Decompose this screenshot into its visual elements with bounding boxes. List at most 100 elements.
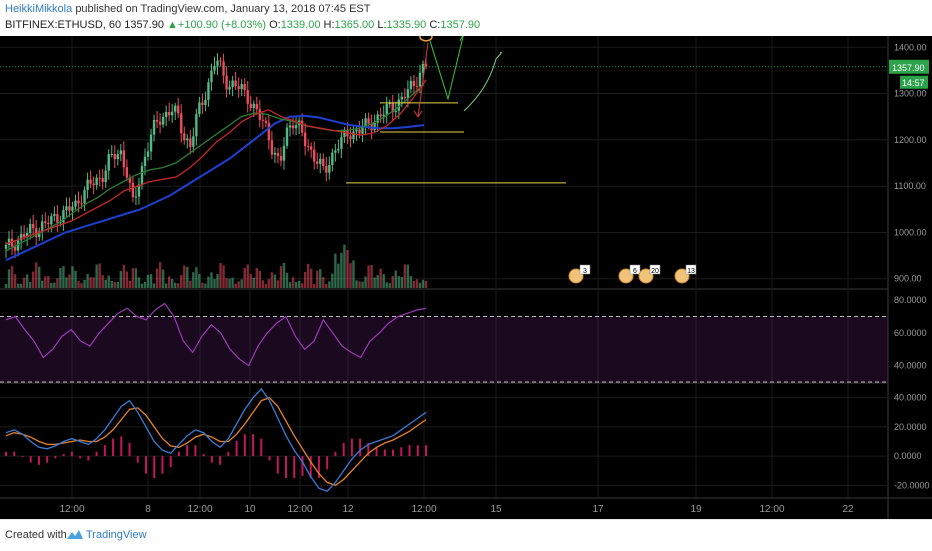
volume-bar [328, 281, 331, 288]
candle-body [412, 80, 416, 86]
candle-body [331, 152, 334, 165]
macd-histogram-bar [95, 451, 98, 457]
tradingview-brand-link[interactable]: TradingView [86, 529, 147, 541]
macd-histogram-bar [169, 456, 172, 468]
volume-bar [161, 269, 165, 288]
candle-body [267, 122, 271, 141]
candle-body [222, 61, 225, 76]
candle-body [68, 206, 71, 211]
volume-bar [373, 277, 376, 288]
volume-bar [297, 280, 301, 288]
candle-body [22, 234, 26, 237]
footer: Created with TradingView [0, 519, 932, 551]
event-flag-count: 3 [583, 268, 587, 275]
countdown-label: 14:57 [902, 78, 925, 88]
macd-histogram-bar [70, 451, 73, 457]
event-flag-count: 20 [651, 268, 659, 275]
volume-bar [309, 268, 313, 288]
candle-body [41, 221, 44, 232]
volume-bar [19, 283, 23, 288]
close-value: 1357.90 [440, 19, 481, 31]
volume-bar [255, 267, 258, 288]
x-tick-label: 12:00 [59, 504, 84, 515]
candle-body [44, 221, 47, 223]
low-label: L: [377, 19, 387, 31]
candle-body [62, 210, 65, 223]
candle-body [421, 63, 425, 73]
candle-body [201, 102, 204, 105]
macd-histogram-bar [87, 456, 90, 461]
price-tick-label: 1400.00 [894, 42, 927, 52]
candle-body [74, 200, 77, 207]
volume-bar [337, 263, 340, 288]
volume-bar [276, 280, 280, 288]
rsi-line [5, 302, 427, 367]
last-price-badge [889, 59, 929, 74]
chart-svg[interactable]: 12:00 8 12:00 10 12:00 12 12:00 15 17 19 12:00 22 14… [0, 28, 932, 519]
macd-histogram-bar [13, 451, 16, 457]
volume-bar [89, 277, 92, 288]
volume-bar [282, 262, 286, 288]
macd-histogram-bar [359, 438, 362, 457]
macd-histogram-bar [112, 438, 115, 457]
candle-body [107, 154, 110, 171]
volume-bar [56, 278, 59, 288]
volume-bar [62, 266, 65, 288]
volume-group [4, 244, 428, 288]
volume-bar [22, 277, 26, 288]
candle-body [394, 110, 397, 113]
rsi-band-fill [0, 316, 888, 382]
macd-histogram-bar [350, 438, 353, 457]
volume-bar [246, 264, 249, 288]
macd-histogram-bar [136, 456, 139, 463]
x-tick-label: 12:00 [287, 504, 312, 515]
ema-green-line [5, 83, 425, 252]
up-arrow-icon: ▲ [167, 19, 178, 31]
volume-bar [210, 272, 213, 288]
volume-bar [331, 273, 334, 288]
macd-histogram-bar [202, 453, 205, 457]
candle-body [16, 240, 20, 251]
candle-body [246, 90, 249, 104]
curved-forecast-arrow [463, 51, 502, 112]
candle-body [65, 206, 68, 211]
symbol-label[interactable]: BITFINEX:ETHUSD, 60 [5, 19, 122, 31]
volume-bar [316, 270, 319, 288]
tradingview-logo-icon[interactable] [66, 529, 84, 541]
candle-body [167, 112, 171, 116]
volume-bar [424, 281, 428, 288]
macd-tick-label: 20.0000 [894, 422, 927, 432]
macd-histogram-bar [408, 445, 411, 457]
candle-body [234, 80, 237, 87]
candle-body [47, 222, 50, 225]
price-tick-label: 1000.00 [894, 227, 927, 237]
candle-body [4, 244, 8, 249]
volume-bar [222, 265, 225, 288]
volume-bar [119, 271, 123, 288]
volume-bar [140, 283, 144, 288]
publish-text: published on TradingView.com, January 13… [75, 3, 371, 15]
chart-header: HeikkiMikkola published on TradingView.c… [0, 0, 932, 36]
volume-bar [219, 263, 222, 288]
macd-histogram-bar [383, 449, 386, 457]
macd-histogram-bar [400, 447, 403, 457]
macd-signal-line [5, 396, 427, 487]
candle-body [59, 222, 62, 224]
macd-histogram-bar [268, 456, 271, 461]
candle-body [183, 133, 186, 141]
volume-bar [68, 274, 71, 288]
candle-body [125, 167, 129, 178]
macd-histogram-bar [309, 456, 312, 479]
event-flag-circle [674, 268, 690, 284]
volume-bar [25, 274, 29, 288]
author-link[interactable]: HeikkiMikkola [5, 3, 73, 15]
chart-canvas[interactable]: 12:00 8 12:00 10 12:00 12 12:00 15 17 19 12:00 22 14… [0, 28, 932, 519]
volume-bar [110, 280, 113, 288]
volume-bar [228, 278, 231, 288]
macd-histogram-bar [219, 456, 222, 465]
candle-body [409, 80, 413, 90]
volume-bar [143, 281, 147, 288]
rsi-tick-label: 60.0000 [894, 328, 927, 338]
candle-body [379, 114, 382, 117]
candle-body [328, 164, 331, 173]
